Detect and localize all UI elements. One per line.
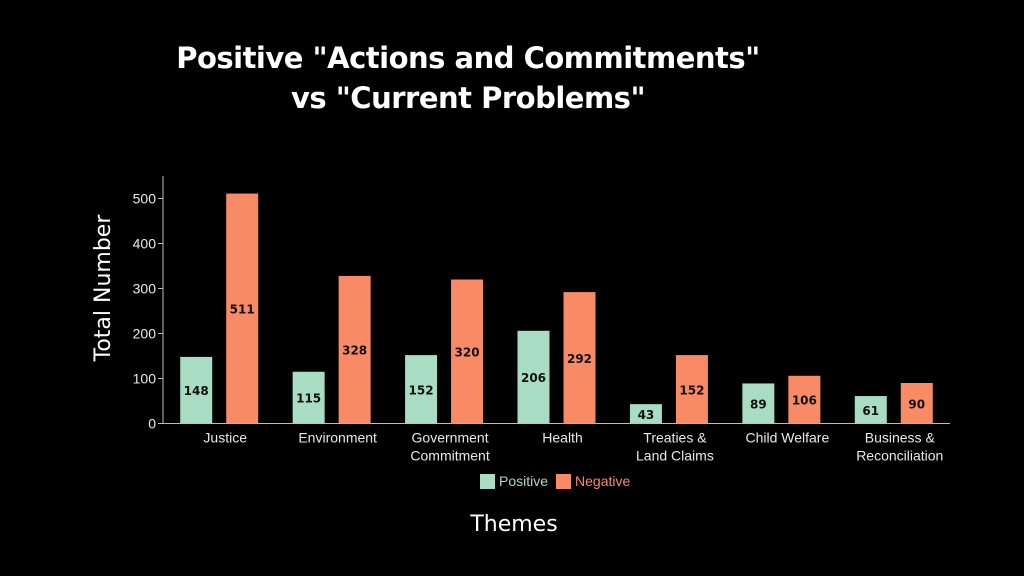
y-axis-label: Total Number (91, 214, 116, 363)
legend-label-negative: Negative (575, 473, 631, 489)
x-tick-label-line: Land Claims (636, 448, 714, 464)
bar-positive[interactable] (180, 356, 213, 424)
y-tick-label: 500 (133, 191, 157, 207)
y-tick-label: 0 (148, 416, 156, 432)
x-tick-label-line: Commitment (410, 448, 489, 464)
x-tick-label: Justice (203, 430, 247, 446)
x-tick-label: Government Commitment (410, 430, 489, 464)
y-tick-label: 200 (133, 326, 157, 342)
x-tick-label-line: Child Welfare (745, 430, 829, 446)
x-tick-label-line: Health (542, 430, 582, 446)
data-label-negative: 152 (679, 383, 704, 397)
bar-negative[interactable] (563, 292, 596, 424)
bar-negative[interactable] (900, 383, 933, 424)
x-tick-label-line: Government (412, 430, 489, 446)
chart-title: Positive "Actions and Commitments" vs "C… (0, 38, 936, 118)
bar-positive[interactable] (517, 330, 550, 424)
category-labels: Justice Environment Government Commitment He… (203, 430, 943, 464)
data-label-negative: 320 (455, 346, 480, 360)
bar-positive[interactable] (742, 383, 775, 424)
legend-swatch-positive (480, 473, 495, 489)
data-label-negative: 90 (908, 397, 925, 411)
legend-item-positive[interactable]: Positive (480, 473, 548, 489)
x-tick-label: Treaties & Land Claims (636, 430, 714, 464)
data-label-negative: 328 (342, 344, 367, 358)
bar-negative[interactable] (451, 279, 484, 424)
x-tick-label: Environment (298, 430, 377, 446)
x-tick-label: Child Welfare (745, 430, 829, 446)
data-label-positive: 115 (296, 392, 321, 406)
data-label-positive: 148 (184, 384, 209, 398)
legend: Positive Negative (480, 473, 638, 489)
bar-negative[interactable] (675, 355, 708, 424)
chart-title-line-1: Positive "Actions and Commitments" (176, 41, 760, 75)
bar-positive[interactable] (629, 404, 662, 424)
bar-negative[interactable] (226, 193, 259, 424)
y-tick-label: 300 (133, 281, 157, 297)
x-tick-label-line: Justice (203, 430, 247, 446)
x-tick-label-line: Business & (865, 430, 936, 446)
data-label-positive: 152 (409, 383, 434, 397)
bar-positive[interactable] (854, 396, 887, 424)
x-tick-label: Health (542, 430, 582, 446)
x-tick-label-line: Treaties & (643, 430, 707, 446)
y-tick-label: 100 (133, 371, 157, 387)
bar-positive[interactable] (292, 371, 325, 424)
legend-label-positive: Positive (499, 473, 549, 489)
data-label-positive: 43 (638, 408, 655, 422)
data-label-negative: 511 (230, 303, 255, 317)
bar-positive[interactable] (405, 355, 438, 424)
chart-title-line-2: vs "Current Problems" (290, 81, 646, 115)
y-tick-label: 400 (133, 236, 157, 252)
x-tick-label-line: Environment (298, 430, 377, 446)
data-label-positive: 206 (521, 371, 546, 385)
legend-swatch-negative (556, 473, 572, 489)
bar-negative[interactable] (338, 275, 371, 424)
data-label-positive: 89 (750, 397, 767, 411)
x-tick-label-line: Reconciliation (856, 448, 943, 464)
x-tick-label: Business & Reconciliation (856, 430, 943, 464)
data-label-negative: 106 (792, 394, 817, 408)
bar-negative[interactable] (788, 375, 821, 424)
bars: 148 511 115 328 152 320 206 292 43 152 89 106 61 90 (180, 193, 933, 424)
legend-item-negative[interactable]: Negative (556, 473, 630, 489)
x-axis-label: Themes (470, 512, 558, 537)
data-label-positive: 61 (862, 404, 879, 418)
data-label-negative: 292 (567, 352, 592, 366)
